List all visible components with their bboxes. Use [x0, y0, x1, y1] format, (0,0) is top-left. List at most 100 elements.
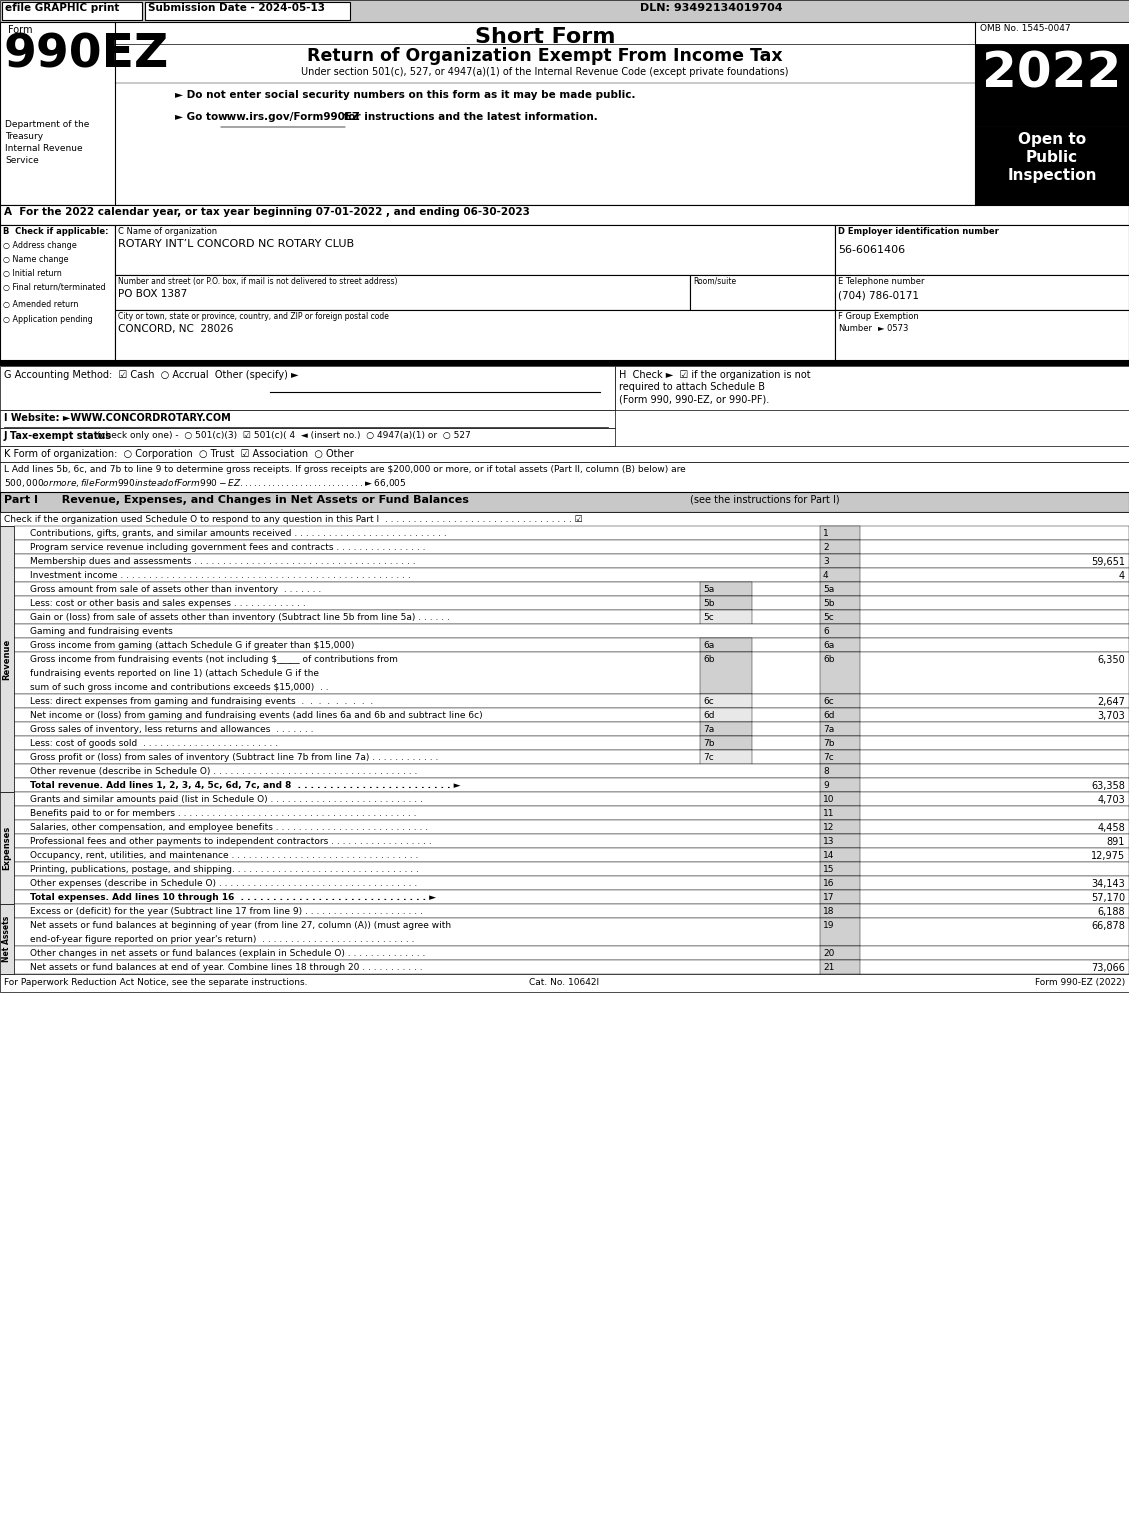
Text: Service: Service: [5, 156, 38, 165]
Text: fundraising events reported on line 1) (attach Schedule G if the: fundraising events reported on line 1) (…: [30, 669, 320, 679]
Bar: [14, 694, 1129, 708]
Text: Open to: Open to: [1018, 133, 1086, 146]
Text: Form: Form: [8, 24, 33, 35]
Text: 63,358: 63,358: [1091, 781, 1124, 791]
Text: Investment income . . . . . . . . . . . . . . . . . . . . . . . . . . . . . . . : Investment income . . . . . . . . . . . …: [30, 570, 411, 580]
Bar: [700, 653, 752, 694]
Bar: [14, 875, 1129, 891]
Bar: [700, 721, 752, 737]
Bar: [0, 462, 1129, 493]
Bar: [14, 653, 1129, 694]
Bar: [820, 807, 860, 820]
Text: (see the instructions for Part I): (see the instructions for Part I): [690, 496, 840, 505]
Text: Treasury: Treasury: [5, 133, 43, 140]
Text: ► Do not enter social security numbers on this form as it may be made public.: ► Do not enter social security numbers o…: [175, 90, 636, 101]
Text: 57,170: 57,170: [1091, 894, 1124, 903]
Bar: [700, 583, 752, 596]
Text: 9: 9: [823, 781, 829, 790]
Text: sum of such gross income and contributions exceeds $15,000)  . .: sum of such gross income and contributio…: [30, 683, 329, 692]
Bar: [0, 226, 115, 360]
Text: I Website: ►WWW.CONCORDROTARY.COM: I Website: ►WWW.CONCORDROTARY.COM: [5, 413, 230, 422]
Text: 5a: 5a: [823, 586, 834, 595]
Bar: [615, 366, 1129, 410]
Bar: [820, 778, 860, 791]
Text: Part I: Part I: [5, 496, 38, 505]
Text: (Form 990, 990-EZ, or 990-PF).: (Form 990, 990-EZ, or 990-PF).: [619, 393, 769, 404]
Text: ○ Initial return: ○ Initial return: [3, 268, 62, 278]
Bar: [700, 694, 752, 708]
Bar: [14, 820, 1129, 834]
Bar: [700, 637, 752, 653]
Bar: [14, 596, 1129, 610]
Bar: [14, 862, 1129, 875]
Bar: [115, 310, 835, 360]
Text: 5a: 5a: [703, 586, 715, 595]
Text: Number: Number: [838, 323, 872, 332]
Bar: [820, 596, 860, 610]
Text: 13: 13: [823, 837, 834, 846]
Bar: [0, 0, 1129, 21]
Bar: [820, 791, 860, 807]
Text: 34,143: 34,143: [1092, 878, 1124, 889]
Text: 17: 17: [823, 894, 834, 901]
Bar: [820, 540, 860, 554]
Text: Total expenses. Add lines 10 through 16  . . . . . . . . . . . . . . . . . . . .: Total expenses. Add lines 10 through 16 …: [30, 894, 436, 901]
Bar: [115, 226, 835, 274]
Bar: [0, 410, 615, 429]
Bar: [820, 708, 860, 721]
Text: 16: 16: [823, 878, 834, 888]
Bar: [820, 567, 860, 583]
Bar: [14, 778, 1129, 791]
Bar: [0, 974, 1129, 991]
Text: 7a: 7a: [703, 724, 715, 734]
Text: Total revenue. Add lines 1, 2, 3, 4, 5c, 6d, 7c, and 8  . . . . . . . . . . . . : Total revenue. Add lines 1, 2, 3, 4, 5c,…: [30, 781, 461, 790]
Bar: [0, 429, 615, 445]
Text: J Tax-exempt status: J Tax-exempt status: [5, 432, 112, 441]
Text: Check if the organization used Schedule O to respond to any question in this Par: Check if the organization used Schedule …: [5, 515, 583, 525]
Bar: [820, 637, 860, 653]
Text: 21: 21: [823, 962, 834, 971]
Text: Gross income from gaming (attach Schedule G if greater than $15,000): Gross income from gaming (attach Schedul…: [30, 640, 355, 650]
Text: Gain or (loss) from sale of assets other than inventory (Subtract line 5b from l: Gain or (loss) from sale of assets other…: [30, 613, 449, 622]
Text: OMB No. 1545-0047: OMB No. 1545-0047: [980, 24, 1070, 34]
Bar: [820, 862, 860, 875]
Text: ○ Name change: ○ Name change: [3, 255, 69, 264]
Text: 3: 3: [823, 557, 829, 566]
Text: Gross profit or (loss) from sales of inventory (Subtract line 7b from line 7a) .: Gross profit or (loss) from sales of inv…: [30, 753, 438, 762]
Text: 2: 2: [823, 543, 829, 552]
Text: 4,458: 4,458: [1097, 824, 1124, 833]
Bar: [820, 737, 860, 750]
Text: Revenue, Expenses, and Changes in Net Assets or Fund Balances: Revenue, Expenses, and Changes in Net As…: [54, 496, 469, 505]
Text: L Add lines 5b, 6c, and 7b to line 9 to determine gross receipts. If gross recei: L Add lines 5b, 6c, and 7b to line 9 to …: [5, 465, 685, 474]
Bar: [820, 694, 860, 708]
Text: 6d: 6d: [823, 711, 834, 720]
Text: Occupancy, rent, utilities, and maintenance . . . . . . . . . . . . . . . . . . : Occupancy, rent, utilities, and maintena…: [30, 851, 419, 860]
Text: Program service revenue including government fees and contracts . . . . . . . . : Program service revenue including govern…: [30, 543, 426, 552]
Bar: [14, 904, 1129, 918]
Bar: [820, 554, 860, 567]
Text: 7c: 7c: [823, 753, 833, 762]
Bar: [820, 610, 860, 624]
Bar: [14, 918, 1129, 946]
Text: Return of Organization Exempt From Income Tax: Return of Organization Exempt From Incom…: [307, 47, 782, 66]
Text: 7c: 7c: [703, 753, 714, 762]
Text: ○ Application pending: ○ Application pending: [3, 316, 93, 323]
Text: 891: 891: [1106, 837, 1124, 846]
Bar: [700, 610, 752, 624]
Bar: [975, 44, 1129, 127]
Text: H  Check ►  ☑ if the organization is not: H Check ► ☑ if the organization is not: [619, 371, 811, 380]
Text: ► Go to: ► Go to: [175, 111, 222, 122]
Text: 59,651: 59,651: [1091, 557, 1124, 567]
Text: 6: 6: [823, 627, 829, 636]
Text: Expenses: Expenses: [2, 827, 11, 871]
Bar: [14, 583, 1129, 596]
Bar: [14, 961, 1129, 974]
Text: 73,066: 73,066: [1091, 962, 1124, 973]
Bar: [0, 360, 1129, 366]
Text: 12,975: 12,975: [1091, 851, 1124, 862]
Text: 19: 19: [823, 921, 834, 930]
Text: Printing, publications, postage, and shipping. . . . . . . . . . . . . . . . . .: Printing, publications, postage, and shi…: [30, 865, 419, 874]
Bar: [700, 737, 752, 750]
Text: Internal Revenue: Internal Revenue: [5, 143, 82, 152]
Text: C Name of organization: C Name of organization: [119, 227, 217, 236]
